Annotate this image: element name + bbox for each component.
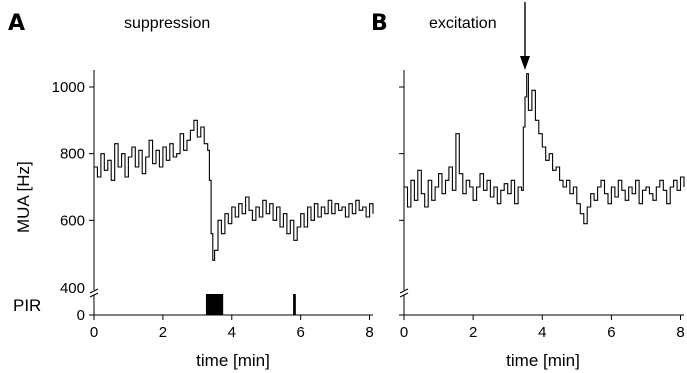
panel-a-x-tick-label: 8 — [365, 324, 373, 341]
panel-a-x-tick-label: 4 — [228, 324, 236, 341]
panel-a-y-tick-label: 1000 — [52, 79, 85, 96]
panel-a: 0 2 4 6 8 600 800 1000 400 0 — [52, 70, 374, 341]
panel-a-axis-break-upper — [89, 288, 99, 294]
panel-b-axis-break-upper — [399, 288, 409, 294]
panel-a-y-tick-label: 800 — [60, 146, 85, 163]
panel-b-letter: B — [371, 11, 388, 36]
panel-a-pir-tick-label: 0 — [77, 307, 85, 324]
panel-a-x-tick-label: 6 — [296, 324, 304, 341]
panel-a-x-axis-title: time [min] — [196, 351, 270, 370]
panel-b-title: excitation — [429, 15, 497, 32]
panel-a-x-tick-label: 2 — [159, 324, 167, 341]
panel-a-y-tick-label: 400 — [60, 280, 85, 297]
panel-b-x-tick-label: 6 — [607, 324, 615, 341]
panel-a-pir-event — [205, 294, 224, 315]
panel-a-letter: A — [8, 11, 25, 36]
panel-b-x-tick-label: 4 — [538, 324, 546, 341]
panel-a-x-tick-label: 0 — [90, 324, 98, 341]
panel-b-x-tick-label: 0 — [400, 324, 408, 341]
panel-b-x-tick-label: 8 — [676, 324, 684, 341]
panel-a-title: suppression — [124, 15, 210, 32]
panel-b-arrow-head — [519, 56, 530, 70]
pir-label: PIR — [13, 296, 41, 315]
panel-a-pir-event — [293, 294, 296, 315]
panel-b-x-axis-title: time [min] — [506, 351, 580, 370]
panel-a-mua-trace — [94, 119, 374, 261]
panel-b-mua-trace — [404, 73, 685, 225]
y-axis-title: MUA [Hz] — [14, 161, 33, 233]
panel-b-x-tick-label: 2 — [469, 324, 477, 341]
panel-a-y-tick-label: 600 — [60, 212, 85, 229]
panel-b: 0 2 4 6 8 — [399, 2, 685, 341]
